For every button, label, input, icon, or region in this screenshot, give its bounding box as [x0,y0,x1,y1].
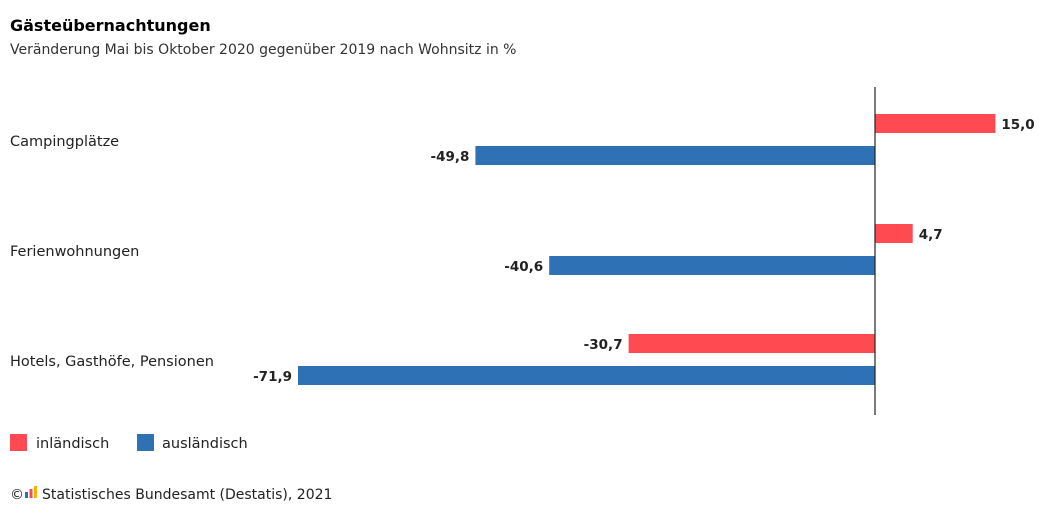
bars-layer [298,114,996,385]
legend-label-inlaendisch: inländisch [36,436,109,452]
legend: inländisch ausländisch [10,434,248,452]
value-label-inlaendisch-campingplaetze: 15,0 [1001,117,1034,133]
value-label-inlaendisch-hotels-gasthoefe-pensionen: -30,7 [584,337,623,353]
chart-subtitle: Veränderung Mai bis Oktober 2020 gegenüb… [10,42,516,58]
value-label-auslaendisch-ferienwohnungen: -40,6 [504,259,543,275]
chart-title: Gästeübernachtungen [10,16,211,35]
legend-swatch-inlaendisch [10,434,27,451]
legend-swatch-auslaendisch [137,434,154,451]
labels-layer: Campingplätze 15,0 -49,8 Ferienwohnungen 4,7… [10,117,1035,385]
value-label-auslaendisch-campingplaetze: -49,8 [430,149,469,165]
bar-inlaendisch-ferienwohnungen [875,224,913,243]
category-label-hotels-gasthoefe-pensionen: Hotels, Gasthöfe, Pensionen [10,354,214,370]
bar-auslaendisch-campingplaetze [475,146,875,165]
bar-auslaendisch-hotels-gasthoefe-pensionen [298,366,875,385]
source-footer: © Statistisches Bundesamt (Destatis), 20… [10,486,332,503]
value-label-inlaendisch-ferienwohnungen: 4,7 [919,227,943,243]
source-text: Statistisches Bundesamt (Destatis), 2021 [42,487,332,503]
value-label-auslaendisch-hotels-gasthoefe-pensionen: -71,9 [253,369,292,385]
copyright-symbol: © [10,487,24,503]
destatis-logo-icon [25,486,37,498]
bar-auslaendisch-ferienwohnungen [549,256,875,275]
category-label-ferienwohnungen: Ferienwohnungen [10,244,139,260]
category-label-campingplaetze: Campingplätze [10,134,119,150]
bar-inlaendisch-hotels-gasthoefe-pensionen [628,334,875,353]
legend-label-auslaendisch: ausländisch [162,436,248,452]
bar-inlaendisch-campingplaetze [875,114,996,133]
